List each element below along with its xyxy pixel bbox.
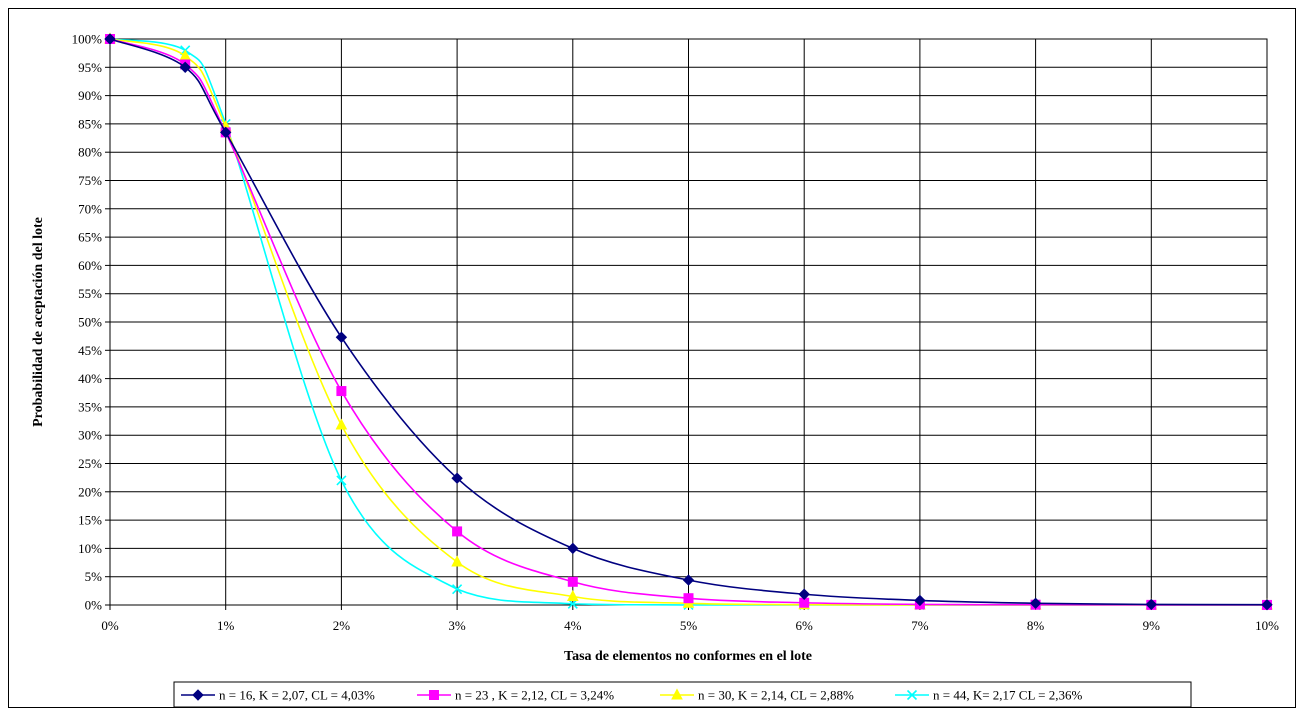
x-axis-ticks: 0% 1% 2% 3% 4% 5% 6% 7% 8% 9% 10% [101, 605, 1279, 633]
y-tick-label: 20% [78, 484, 102, 499]
y-tick-label: 5% [85, 569, 103, 584]
x-tick-label: 4% [564, 618, 582, 633]
data-point [914, 594, 926, 607]
data-point [104, 33, 116, 45]
series-1 [104, 33, 1273, 611]
legend-item-2: n = 23 , K = 2,12, CL = 3,24% [417, 688, 614, 703]
x-axis-title: Tasa de elementos no conformes en el lot… [564, 649, 812, 664]
legend-items: n = 16, K = 2,07, CL = 4,03% n = 23 , K =… [181, 688, 1083, 703]
y-tick-label: 15% [78, 513, 102, 528]
data-point [335, 331, 348, 343]
data-point [566, 589, 579, 602]
y-tick-label: 65% [78, 230, 102, 245]
legend-item-1: n = 16, K = 2,07, CL = 4,03% [181, 688, 375, 703]
y-tick-label: 70% [78, 201, 102, 216]
legend-item-3: n = 30, K = 2,14, CL = 2,88% [660, 688, 854, 703]
y-tick-label: 60% [78, 258, 102, 273]
data-point [452, 584, 463, 595]
x-tick-label: 1% [217, 618, 235, 633]
legend-marker [192, 689, 204, 701]
legend-label: n = 44, K= 2,17 CL = 2,36% [933, 688, 1083, 703]
data-point [451, 472, 463, 484]
data-point [683, 593, 694, 604]
y-tick-label: 25% [78, 456, 102, 471]
data-point [567, 576, 578, 587]
x-tick-label: 6% [796, 618, 814, 633]
data-point [798, 588, 810, 600]
y-tick-label: 10% [78, 541, 102, 556]
data-point [179, 61, 191, 74]
data-point [335, 418, 348, 430]
y-tick-label: 85% [78, 116, 102, 131]
y-tick-label: 90% [78, 88, 102, 103]
x-tick-label: 0% [101, 618, 119, 633]
legend-marker [671, 688, 683, 700]
data-point [567, 542, 579, 555]
grid-lines [109, 38, 1268, 606]
legend: n = 16, K = 2,07, CL = 4,03% n = 23 , K =… [173, 681, 1192, 708]
y-axis-title: Probabilidad de aceptación del lote [31, 217, 46, 427]
series-layer [104, 32, 1273, 611]
legend-label: n = 16, K = 2,07, CL = 4,03% [219, 688, 375, 703]
chart-frame: 0% 5% 10% 15% 20% 25% 30% 35% 40% 45% 50% 55% 60% 65%… [8, 8, 1296, 708]
legend-label: n = 30, K = 2,14, CL = 2,88% [698, 688, 854, 703]
y-tick-label: 30% [78, 428, 102, 443]
x-tick-label: 7% [911, 618, 929, 633]
y-tick-label: 75% [78, 173, 102, 188]
x-tick-label: 3% [448, 618, 466, 633]
chart-svg: 0% 5% 10% 15% 20% 25% 30% 35% 40% 45% 50% 55% 60% 65%… [31, 32, 1279, 708]
legend-marker [429, 690, 439, 700]
y-axis-ticks: 0% 5% 10% 15% 20% 25% 30% 35% 40% 45% 50% 55% 60% 65%… [72, 32, 110, 613]
data-point [1029, 597, 1042, 610]
y-tick-label: 40% [78, 371, 102, 386]
y-tick-label: 95% [78, 60, 102, 75]
data-point [336, 386, 347, 397]
x-tick-label: 9% [1143, 618, 1161, 633]
x-tick-label: 8% [1027, 618, 1045, 633]
y-tick-label: 0% [85, 598, 103, 613]
y-tick-label: 55% [78, 286, 102, 301]
data-point [452, 526, 463, 537]
y-tick-label: 50% [78, 315, 102, 330]
y-tick-label: 100% [72, 32, 103, 47]
data-point [1145, 598, 1158, 611]
data-point [451, 555, 463, 567]
legend-marker [906, 689, 918, 701]
legend-label: n = 23 , K = 2,12, CL = 3,24% [455, 688, 614, 703]
legend-item-4: n = 44, K= 2,17 CL = 2,36% [895, 688, 1083, 703]
data-point [336, 475, 347, 486]
y-tick-label: 35% [78, 399, 102, 414]
x-tick-label: 10% [1255, 618, 1279, 633]
y-tick-label: 80% [78, 145, 102, 160]
x-tick-label: 5% [680, 618, 698, 633]
x-tick-label: 2% [333, 618, 351, 633]
data-point [1261, 599, 1273, 611]
y-tick-label: 45% [78, 343, 102, 358]
data-point [682, 574, 695, 586]
data-point [219, 126, 232, 139]
